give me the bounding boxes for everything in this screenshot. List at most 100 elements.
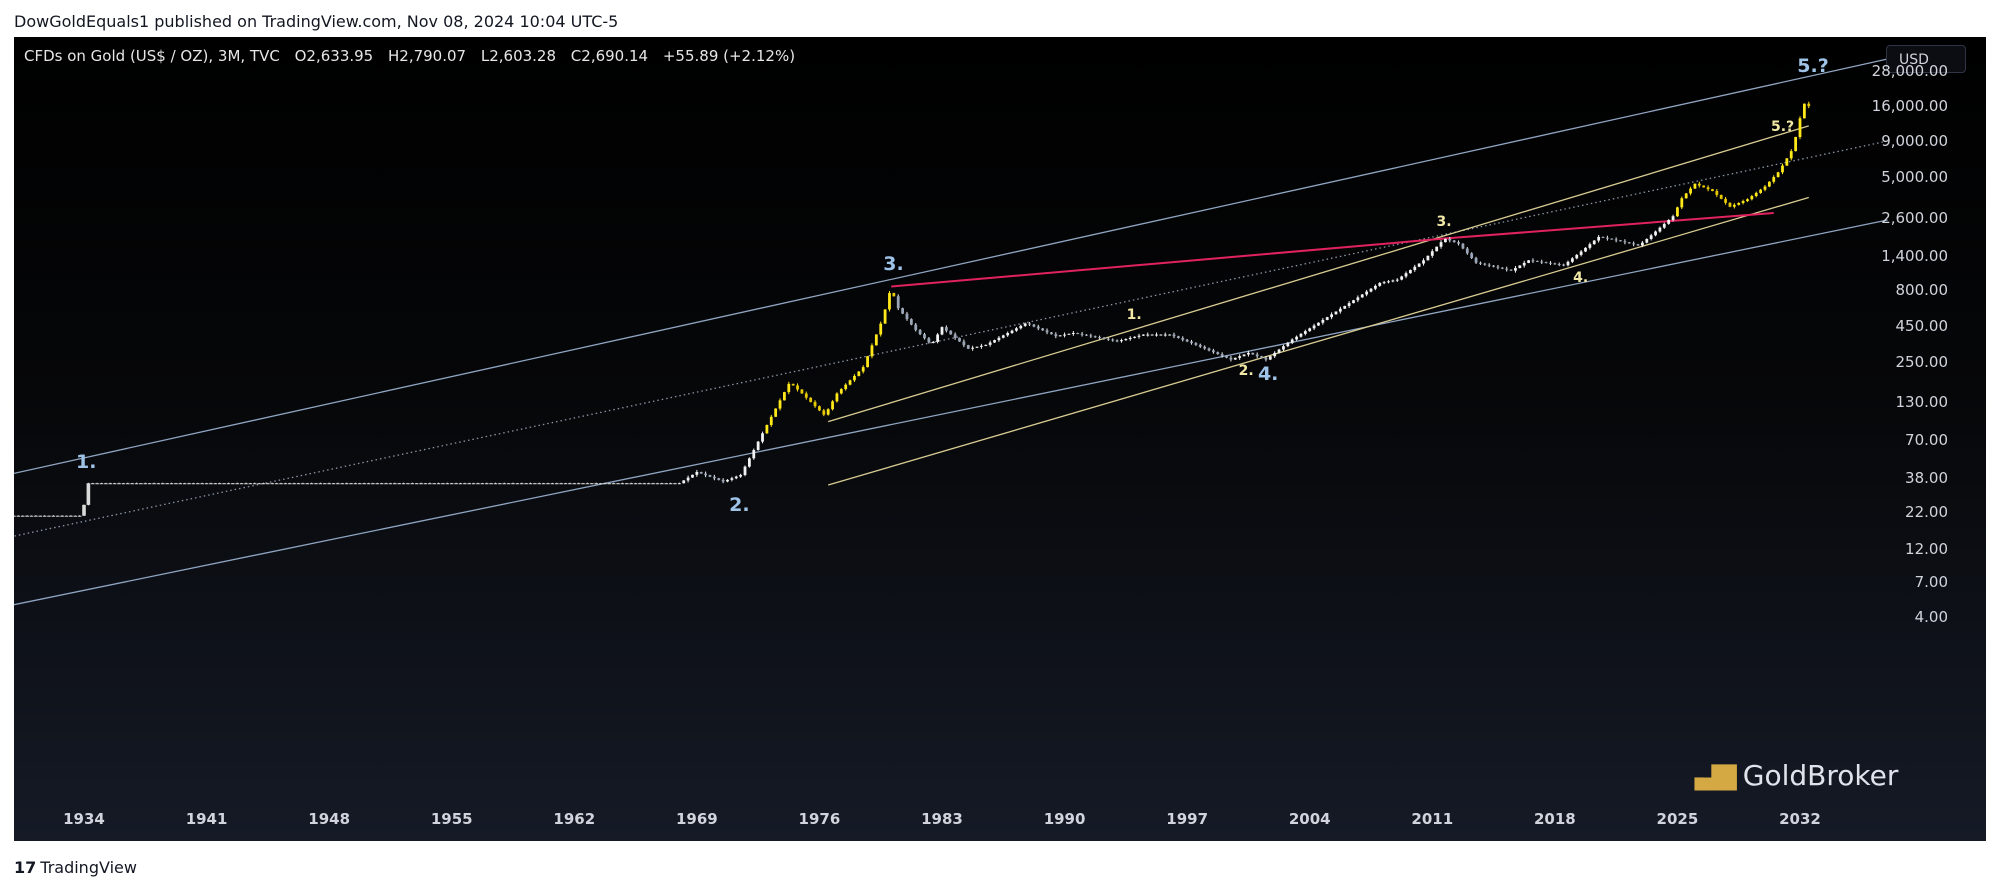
candle-body [642,483,647,485]
candle-body [611,483,616,485]
candle-body [1098,337,1101,339]
candle-body [217,483,222,485]
candle-body [1641,242,1644,246]
candle-body [1470,253,1474,258]
candle-body [397,483,401,485]
candle-body [191,483,196,485]
candle-body [1273,352,1277,357]
candle-body [222,483,226,485]
candle-body [1137,335,1141,337]
candle-body [1715,191,1719,195]
candle-body [537,483,542,485]
candle-body [638,483,642,485]
symbol-label[interactable]: CFDs on Gold (US$ / OZ), 3M, TVC [24,47,280,65]
candle-body [1299,333,1303,337]
candle-body [1746,199,1749,202]
candle-body [322,483,327,485]
candle-body [853,375,856,381]
candle-body [1728,202,1732,207]
candle-body [1356,297,1360,301]
candle-body [1185,339,1189,342]
candle-body [655,483,660,485]
candle-body [563,483,568,485]
candle-body [625,483,629,485]
candle-body [502,483,507,485]
goldbroker-bars-icon: ▗▟█ [1686,766,1737,791]
candle-body [1141,334,1145,336]
candle-body [1496,266,1500,268]
candle-body [576,483,581,485]
candle-body [305,483,310,485]
time-tick-label: 2004 [1288,810,1331,828]
candle-body [1334,311,1338,315]
wave-label-big: 5.? [1797,54,1829,77]
candle-body [1592,240,1596,245]
candle-body [861,367,865,372]
candle-body [944,327,948,331]
price-tick-label: 4.00 [1914,608,1948,626]
candle-body [1535,260,1539,262]
price-chart-svg[interactable] [14,37,1986,841]
trendline-resistance [891,212,1774,288]
wave-label-big: 2. [729,493,750,516]
candle-body [1172,334,1176,337]
candle-body [1439,242,1443,247]
candle-body [1465,248,1469,254]
candle-body [235,483,240,485]
candle-body [1387,281,1390,283]
candle-body [169,483,174,485]
candle-body [261,483,266,485]
candle-body [419,483,423,485]
candle-body [77,515,82,517]
candle-body [1382,282,1386,284]
candle-body [414,483,419,485]
candle-body [1063,334,1066,336]
candle-body [1212,350,1215,353]
candle-body [292,483,296,485]
candle-body [844,384,848,390]
candle-body [366,483,371,485]
candle-body [940,327,944,335]
candle-body [90,483,95,485]
candle-body [953,334,957,338]
time-tick-label: 1997 [1166,810,1209,828]
candle-body [401,483,406,485]
candle-body [1706,187,1710,190]
candle-body [1071,333,1075,335]
candle-body [1658,227,1662,232]
candle-body [1146,334,1150,336]
candle-body [568,483,572,485]
time-tick-label: 1962 [553,810,596,828]
candle-body [209,483,213,485]
currency-button[interactable]: USD [1886,45,1966,73]
candle-body [979,345,983,347]
candle-body [730,478,734,480]
time-tick-label: 2011 [1411,810,1454,828]
candle-body [1741,201,1745,203]
tradingview-footer[interactable]: 17 TradingView [14,858,137,877]
candle-body [1444,238,1447,243]
candle-body [664,483,669,485]
candle-body [1010,330,1014,334]
candle-body [1562,264,1566,266]
candle-body [1058,335,1062,337]
candle-body [1614,239,1618,241]
candle-body [1724,198,1727,203]
candle-body [1225,355,1228,358]
candle-body [651,483,655,485]
candle-body [204,483,209,485]
candle-body [1417,263,1421,267]
candle-body [905,313,909,320]
goldbroker-logo: ▗▟█ GoldBroker [1686,759,1898,792]
chart-panel[interactable]: CFDs on Gold (US$ / OZ), 3M, TVC O2,633.… [14,37,1986,841]
candle-body [519,483,524,485]
candle-body [1124,339,1128,341]
candle-body [353,483,358,485]
candle-body [901,308,905,314]
candle-body [331,483,336,485]
trendline-midline-dotted [14,140,1888,537]
candle-body [1360,294,1364,298]
candle-body [349,483,353,485]
candle-body [1181,337,1185,340]
candle-body [244,483,248,485]
